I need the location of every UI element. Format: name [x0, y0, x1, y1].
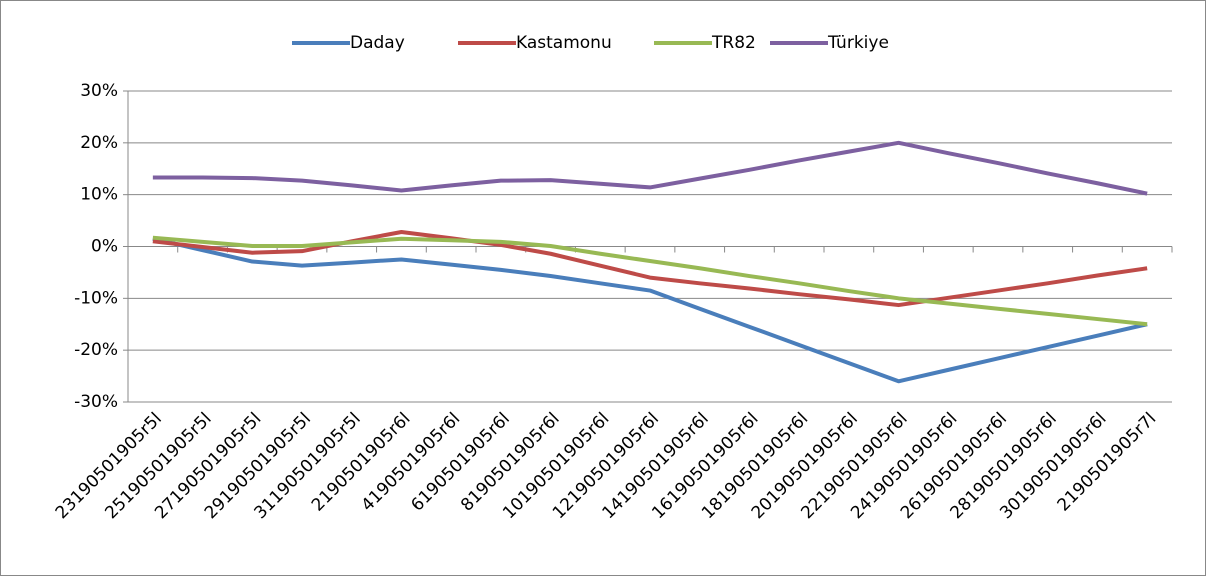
y-tick-label: 30%: [80, 81, 118, 101]
y-tick-label: -30%: [74, 392, 118, 412]
legend-label: TR82: [711, 33, 756, 53]
legend-label: Daday: [350, 33, 405, 53]
y-tick-label: -20%: [74, 340, 118, 360]
legend-label: Türkiye: [827, 33, 889, 53]
y-tick-label: 20%: [80, 133, 118, 153]
line-series: [152, 235, 1148, 327]
y-tick-label: 0%: [91, 237, 118, 257]
y-tick-label: -10%: [74, 288, 118, 308]
line-series: [152, 140, 1148, 196]
line-series: [152, 236, 1148, 384]
y-tick-label: 10%: [80, 185, 118, 205]
legend-label: Kastamonu: [516, 33, 612, 53]
line-series: [152, 229, 1148, 308]
